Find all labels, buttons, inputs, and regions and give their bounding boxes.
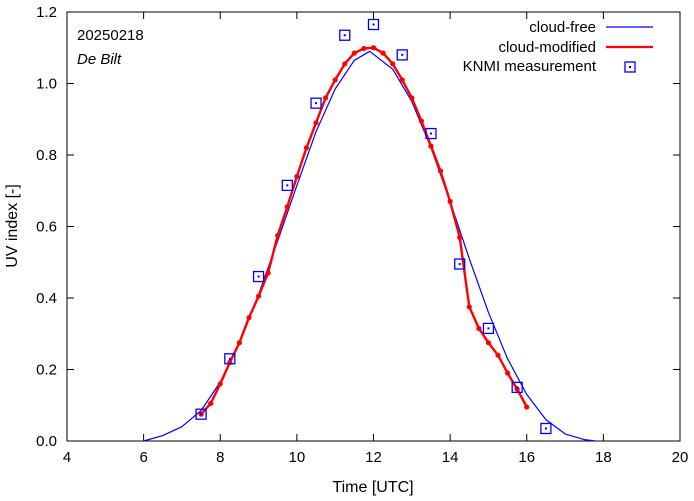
x-tick-label: 18 xyxy=(595,449,612,466)
data-point-center-knmi-measurement xyxy=(544,427,547,430)
data-point-cloud-modified xyxy=(294,173,300,180)
data-point-cloud-modified xyxy=(332,77,338,83)
data-point-cloud-modified xyxy=(208,400,214,407)
y-tick-label: 0.2 xyxy=(36,362,57,379)
data-point-knmi-measurement xyxy=(367,18,380,31)
legend-label-knmi-measurement: KNMI measurement xyxy=(463,58,597,75)
x-tick-label: 14 xyxy=(442,449,459,466)
data-point-cloud-modified xyxy=(476,325,482,331)
data-point-cloud-modified xyxy=(390,61,396,67)
data-point-knmi-measurement xyxy=(281,179,293,192)
data-point-cloud-modified xyxy=(485,340,492,346)
y-tick-label: 0.4 xyxy=(36,290,57,307)
data-point-cloud-modified xyxy=(504,370,511,376)
data-point-cloud-modified xyxy=(284,204,290,210)
data-point-cloud-modified xyxy=(265,270,271,276)
data-point-cloud-modified xyxy=(447,198,453,205)
data-point-center-knmi-measurement xyxy=(228,357,231,360)
x-tick-label: 8 xyxy=(216,449,224,466)
date-annotation: 20250218 xyxy=(77,27,144,44)
data-point-cloud-modified xyxy=(275,232,281,239)
data-point-center-knmi-measurement xyxy=(315,102,318,105)
data-point-center-knmi-measurement xyxy=(200,413,203,416)
data-point-knmi-measurement xyxy=(339,29,351,41)
legend-label-cloud-free: cloud-free xyxy=(529,19,596,36)
data-point-knmi-measurement xyxy=(195,408,207,420)
data-point-cloud-modified xyxy=(342,61,348,67)
y-tick-label: 1.2 xyxy=(36,4,57,21)
legend: cloud-free cloud-modified KNMI measureme… xyxy=(463,19,653,75)
data-point-knmi-measurement xyxy=(425,127,437,140)
x-tick-label: 4 xyxy=(63,449,71,466)
data-point-cloud-modified xyxy=(246,315,252,321)
plot-frame xyxy=(66,11,681,442)
data-point-cloud-modified xyxy=(361,45,367,52)
data-point-cloud-modified xyxy=(217,381,223,387)
data-point-cloud-modified xyxy=(524,404,530,410)
x-tick-label: 20 xyxy=(672,449,689,466)
y-tick-label: 0.8 xyxy=(36,147,57,164)
data-point-center-knmi-measurement xyxy=(343,34,346,37)
legend-swatch-knmi-measurement xyxy=(624,61,636,73)
x-tick-label: 10 xyxy=(289,449,306,466)
location-annotation: De Bilt xyxy=(77,51,122,68)
data-point-cloud-modified xyxy=(370,45,377,51)
y-tick-label: 1.0 xyxy=(36,76,57,93)
y-tick-label: 0.0 xyxy=(36,433,57,450)
x-tick-label: 12 xyxy=(365,449,382,466)
data-point-knmi-measurement xyxy=(252,270,265,283)
data-point-cloud-modified xyxy=(428,143,434,149)
data-point-cloud-modified xyxy=(466,304,472,310)
data-point-knmi-measurement xyxy=(396,49,408,61)
data-point-center-knmi-measurement xyxy=(257,275,260,278)
y-axis-title: UV index [-] xyxy=(4,184,21,268)
legend-swatch-knmi-dot xyxy=(629,66,631,68)
axis-ticks: 4 6 8 10 12 14 16 18 20 0.0 0.2 0.4 0.6 0.8 1.0 1.2 xyxy=(36,4,688,466)
data-point-knmi-measurement xyxy=(454,258,466,270)
series-layer xyxy=(143,18,597,442)
data-point-center-knmi-measurement xyxy=(516,386,519,389)
data-point-knmi-measurement xyxy=(511,381,523,394)
x-axis-title: Time [UTC] xyxy=(332,479,413,496)
data-point-center-knmi-measurement xyxy=(487,327,490,330)
data-point-center-knmi-measurement xyxy=(458,263,461,266)
data-point-cloud-modified xyxy=(418,118,424,124)
data-point-knmi-measurement xyxy=(482,322,495,335)
data-point-cloud-modified xyxy=(437,168,444,174)
x-tick-label: 16 xyxy=(518,449,535,466)
data-point-cloud-modified xyxy=(351,50,357,56)
legend-label-cloud-modified: cloud-modified xyxy=(498,39,596,56)
data-point-center-knmi-measurement xyxy=(429,132,432,135)
data-point-cloud-modified xyxy=(380,50,386,56)
data-point-cloud-modified xyxy=(313,120,319,126)
data-point-cloud-modified xyxy=(409,95,415,101)
data-point-knmi-measurement xyxy=(224,353,236,365)
data-point-cloud-modified xyxy=(457,234,463,240)
data-point-cloud-modified xyxy=(514,386,520,392)
series-line-cloud-free xyxy=(143,50,597,442)
data-point-center-knmi-measurement xyxy=(372,23,375,26)
data-point-cloud-modified xyxy=(323,95,329,101)
y-tick-label: 0.6 xyxy=(36,219,57,236)
data-point-knmi-measurement xyxy=(540,422,552,435)
data-point-center-knmi-measurement xyxy=(286,184,289,187)
data-point-center-knmi-measurement xyxy=(401,53,404,56)
data-point-cloud-modified xyxy=(236,340,243,346)
data-point-cloud-modified xyxy=(255,293,262,299)
data-point-cloud-modified xyxy=(303,145,310,151)
data-point-cloud-modified xyxy=(495,352,501,358)
data-point-knmi-measurement xyxy=(310,97,322,109)
data-point-cloud-modified xyxy=(399,77,405,83)
series-line-cloud-modified xyxy=(199,46,528,416)
x-tick-label: 6 xyxy=(139,449,147,466)
